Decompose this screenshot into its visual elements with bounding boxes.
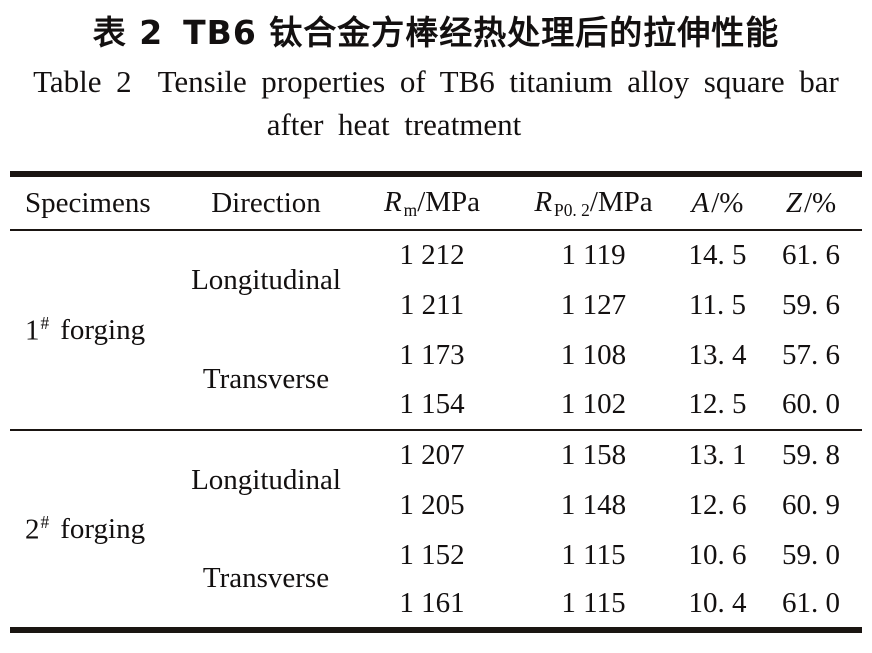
rm-value-cell: 1 173 bbox=[399, 338, 465, 371]
table-caption-chinese: 表 2 TB6 钛合金方棒经热处理后的拉伸性能 bbox=[0, 6, 872, 54]
table-caption-english-label: Table 2 bbox=[33, 64, 132, 99]
z-value-cell: 59. 0 bbox=[782, 538, 840, 571]
rm-unit: /MPa bbox=[417, 185, 481, 218]
rm-symbol: R bbox=[383, 185, 402, 218]
table-row: 2# forging Longitudinal 1 207 1 158 13. 1… bbox=[10, 430, 862, 545]
rp02-value-cell: 1 127 bbox=[560, 288, 627, 321]
column-header-rp02: R P0. 2/MPa bbox=[512, 174, 675, 230]
rm-value-cell: 1 212 bbox=[399, 239, 465, 271]
specimen-number: 1 bbox=[25, 314, 40, 347]
table-caption-chinese-label: 表 2 bbox=[92, 13, 164, 52]
a-value-cell: 12. 5 bbox=[688, 388, 747, 420]
a-unit: /% bbox=[711, 186, 744, 219]
a-value-cell: 14. 5 bbox=[688, 239, 747, 271]
direction-cell: Transverse bbox=[202, 363, 330, 395]
z-value-cell: 61. 6 bbox=[782, 239, 840, 271]
rm-value-cell: 1 211 bbox=[399, 288, 465, 321]
specimen-hash-sup: # bbox=[40, 312, 50, 333]
rm-value-cell: 1 152 bbox=[399, 538, 465, 571]
rp02-subscript: P0. 2 bbox=[554, 199, 590, 220]
z-unit: /% bbox=[803, 186, 837, 219]
table-caption-english-line1: Table 2 Tensile properties of TB6 titaniu… bbox=[0, 64, 872, 100]
column-header-specimens: Specimens bbox=[25, 186, 151, 219]
specimen-label: forging bbox=[60, 314, 146, 347]
specimen-group-2: 2# forging Longitudinal 1 207 1 158 13. 1… bbox=[10, 430, 862, 630]
rp02-value-cell: 1 119 bbox=[561, 239, 626, 271]
a-value-cell: 12. 6 bbox=[688, 488, 747, 521]
rm-value-cell: 1 205 bbox=[399, 488, 465, 521]
rp02-value-cell: 1 115 bbox=[561, 538, 626, 571]
a-value-cell: 10. 4 bbox=[688, 587, 747, 619]
rp02-value-cell: 1 108 bbox=[560, 338, 627, 371]
table-row: Transverse 1 152 1 115 10. 6 59. 0 bbox=[10, 530, 862, 595]
column-header-a: A/% bbox=[675, 174, 760, 230]
table-caption-english-line2: after heat treatment bbox=[266, 107, 522, 142]
rp02-symbol: R bbox=[534, 185, 553, 218]
rp02-value-cell: 1 102 bbox=[560, 388, 627, 420]
rp02-value-cell: 1 158 bbox=[560, 439, 627, 471]
column-header-z: Z/% bbox=[760, 174, 862, 230]
specimen-cell: 1# forging bbox=[10, 230, 180, 430]
specimen-number: 2 bbox=[25, 513, 40, 546]
table-row: 1 205 1 148 12. 6 60. 9 bbox=[10, 480, 862, 530]
direction-cell: Transverse bbox=[202, 562, 330, 594]
z-value-cell: 59. 8 bbox=[782, 439, 840, 471]
z-value-cell: 59. 6 bbox=[782, 288, 840, 321]
rp02-unit: /MPa bbox=[589, 185, 653, 218]
table-row: Transverse 1 173 1 108 13. 4 57. 6 bbox=[10, 330, 862, 396]
table-row: 1 154 1 102 12. 5 60. 0 bbox=[10, 380, 862, 430]
rm-value-cell: 1 207 bbox=[399, 439, 465, 471]
rm-value-cell: 1 154 bbox=[399, 388, 465, 420]
column-header-direction: Direction bbox=[211, 186, 321, 219]
table-row: 1 161 1 115 10. 4 61. 0 bbox=[10, 580, 862, 630]
direction-cell: Longitudinal bbox=[191, 464, 341, 496]
rp02-value-cell: 1 148 bbox=[560, 488, 627, 521]
rm-subscript: m bbox=[403, 199, 418, 220]
a-value-cell: 10. 6 bbox=[688, 538, 747, 571]
z-symbol: Z bbox=[785, 186, 802, 219]
rm-value-cell: 1 161 bbox=[399, 587, 465, 619]
specimen-label: forging bbox=[60, 513, 146, 546]
a-value-cell: 13. 4 bbox=[688, 338, 747, 371]
a-symbol: A bbox=[691, 186, 710, 219]
z-value-cell: 60. 9 bbox=[782, 488, 840, 521]
a-value-cell: 13. 1 bbox=[688, 439, 747, 471]
specimen-group-1: 1# forging Longitudinal 1 212 1 119 14. 5… bbox=[10, 230, 862, 430]
z-value-cell: 57. 6 bbox=[782, 338, 840, 371]
table-caption-english-text: Tensile properties of TB6 titanium alloy… bbox=[157, 64, 839, 99]
z-value-cell: 60. 0 bbox=[782, 388, 840, 420]
table-caption-chinese-text: TB6 钛合金方棒经热处理后的拉伸性能 bbox=[183, 13, 780, 52]
table-row: 1# forging Longitudinal 1 212 1 119 14. 5… bbox=[10, 230, 862, 346]
specimen-hash-sup: # bbox=[40, 511, 50, 532]
specimen-cell: 2# forging bbox=[10, 430, 180, 630]
direction-cell: Longitudinal bbox=[191, 264, 341, 296]
a-value-cell: 11. 5 bbox=[689, 288, 746, 321]
table-row: 1 211 1 127 11. 5 59. 6 bbox=[10, 280, 862, 330]
z-value-cell: 61. 0 bbox=[782, 587, 840, 619]
rp02-value-cell: 1 115 bbox=[561, 587, 626, 619]
